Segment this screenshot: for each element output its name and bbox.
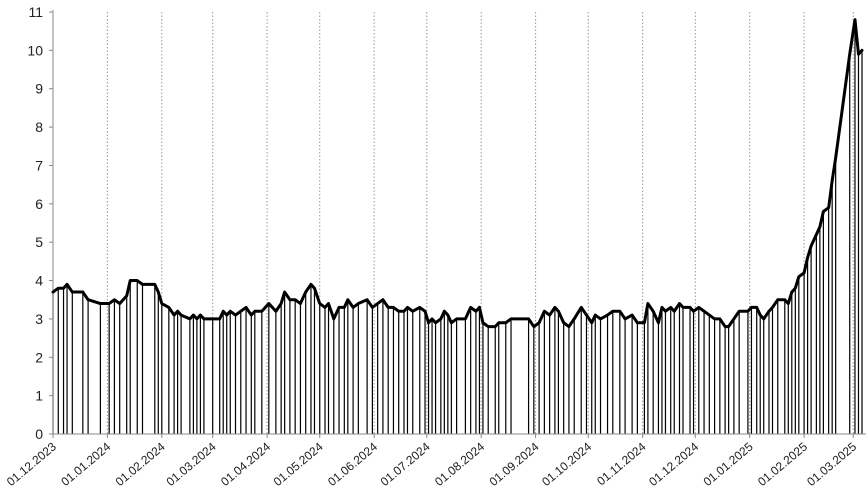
x-tick-label: 01.11.2024 (594, 439, 649, 488)
x-tick-label: 01.10.2024 (539, 439, 594, 489)
axes (49, 10, 866, 438)
y-tick-label: 6 (35, 196, 43, 212)
y-tick-label: 1 (35, 388, 43, 404)
x-tick-label: 01.01.2024 (58, 439, 113, 489)
vertical-gridlines (106, 12, 854, 434)
x-tick-label: 01.01.2025 (701, 439, 756, 489)
drop-lines (52, 19, 863, 434)
y-tick-label: 4 (35, 273, 43, 289)
y-tick-label: 0 (35, 426, 43, 442)
x-tick-label: 01.04.2024 (218, 439, 273, 489)
x-tick-label: 01.09.2024 (487, 439, 542, 489)
x-tick-label: 01.12.2023 (4, 439, 59, 489)
x-tick-label: 01.02.2025 (755, 439, 810, 489)
series-line-group (51, 18, 864, 329)
x-tick-label: 01.08.2024 (432, 439, 487, 489)
x-tick-label: 01.05.2024 (271, 439, 326, 489)
y-tick-label: 2 (35, 349, 43, 365)
x-tick-label: 01.07.2024 (378, 439, 433, 489)
x-tick-label: 01.03.2024 (164, 439, 219, 489)
y-tick-label: 9 (35, 81, 43, 97)
x-tick-label: 01.03.2025 (804, 439, 859, 489)
x-tick-label: 01.12.2024 (646, 439, 701, 489)
y-tick-label: 10 (27, 42, 43, 58)
series-line (51, 18, 864, 329)
y-tick-label: 11 (28, 4, 43, 20)
x-tick-label: 01.06.2024 (325, 439, 380, 489)
y-tick-label: 3 (35, 311, 43, 327)
y-tick-label: 5 (35, 234, 43, 250)
y-tick-label: 7 (35, 157, 43, 173)
x-tick-label: 01.02.2024 (113, 439, 168, 489)
y-tick-label: 8 (35, 119, 43, 135)
